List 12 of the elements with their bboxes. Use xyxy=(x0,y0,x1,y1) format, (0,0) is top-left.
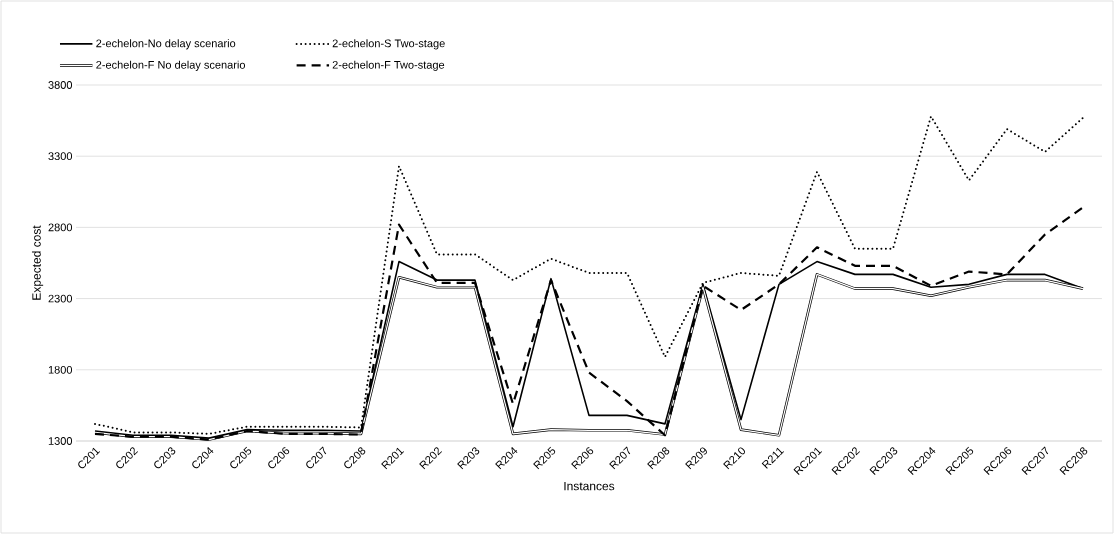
y-tick-label: 1300 xyxy=(48,437,73,445)
legend-label: 2-echelon-F Two-stage xyxy=(332,60,445,71)
y-tick-label: 1800 xyxy=(48,365,73,374)
y-tick-label: 2300 xyxy=(48,294,73,303)
y-tick-label: 2800 xyxy=(48,223,73,232)
y-tick-label: 3800 xyxy=(48,81,73,89)
y-tick-label: 3300 xyxy=(48,152,73,161)
x-axis-title: Instances xyxy=(564,481,615,491)
legend-label: 2-echelon-F No delay scenario xyxy=(96,60,246,71)
legend-label: 2-echelon-S Two-stage xyxy=(332,39,445,50)
y-axis-title: Expected cost xyxy=(31,225,44,300)
legend-label: 2-echelon-No delay scenario xyxy=(96,39,236,50)
